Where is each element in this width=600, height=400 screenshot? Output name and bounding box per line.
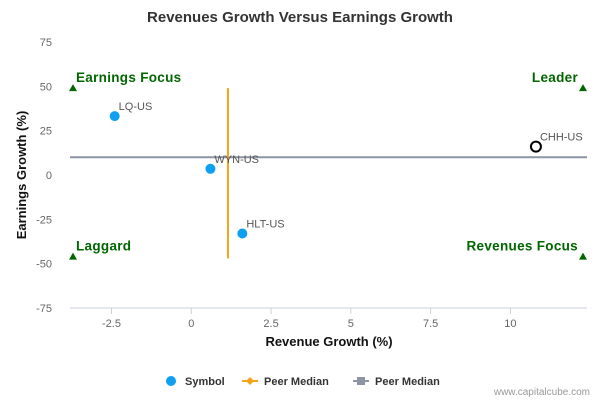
data-point-label: HLT-US xyxy=(246,219,284,231)
y-tick-label: -75 xyxy=(36,303,52,315)
data-point xyxy=(529,140,542,153)
y-tick-label: 0 xyxy=(46,170,52,182)
y-axis-ticks: 75 50 25 0 -25 -50 -75 xyxy=(36,37,52,315)
credit-text: www.capitalcube.com xyxy=(493,387,590,398)
legend-symbol-marker xyxy=(166,376,176,386)
data-point-label: WYN-US xyxy=(214,154,259,166)
y-tick-label: -25 xyxy=(36,214,52,226)
quadrant-label: Earnings Focus xyxy=(76,70,181,85)
x-tick-label: 10 xyxy=(504,318,516,330)
y-axis-title: Earnings Growth (%) xyxy=(14,111,29,240)
x-tick-label: -2.5 xyxy=(102,318,121,330)
quadrant-triangle-marker xyxy=(69,84,77,92)
quadrant-triangle-marker xyxy=(69,252,77,260)
chart-title: Revenues Growth Versus Earnings Growth xyxy=(147,9,453,26)
legend-square-marker xyxy=(357,377,365,385)
quadrant-triangle-marker xyxy=(579,252,587,260)
legend-diamond-marker xyxy=(246,377,254,385)
legend-label: Peer Median xyxy=(375,376,440,388)
x-axis-title: Revenue Growth (%) xyxy=(265,334,392,349)
quadrant-triangle-marker xyxy=(579,84,587,92)
data-point-label: CHH-US xyxy=(540,132,583,144)
legend: Symbol Peer Median Peer Median xyxy=(166,376,440,388)
data-point-label: LQ-US xyxy=(119,101,153,113)
y-tick-label: 75 xyxy=(40,37,52,49)
legend-label: Peer Median xyxy=(264,376,329,388)
y-tick-label: 50 xyxy=(40,81,52,93)
x-axis-ticks: -2.5 0 2.5 5 7.5 10 xyxy=(102,308,517,330)
data-points: LQ-US WYN-US HLT-US CHH-US xyxy=(109,101,583,239)
x-tick-label: 5 xyxy=(348,318,354,330)
x-tick-label: 0 xyxy=(188,318,194,330)
quadrant-label: Revenues Focus xyxy=(467,239,579,254)
data-point xyxy=(205,163,216,174)
quadrant-label: Leader xyxy=(532,70,579,85)
quadrant-label: Laggard xyxy=(76,239,131,254)
peer-median-lines xyxy=(70,88,587,259)
y-tick-label: 25 xyxy=(40,126,52,138)
quadrant-labels: Earnings Focus Leader Laggard Revenues Focu… xyxy=(69,70,587,260)
data-point xyxy=(109,111,120,122)
data-point xyxy=(237,228,248,239)
x-tick-label: 7.5 xyxy=(423,318,438,330)
x-tick-label: 2.5 xyxy=(263,318,278,330)
y-tick-label: -50 xyxy=(36,259,52,271)
legend-label: Symbol xyxy=(185,376,225,388)
